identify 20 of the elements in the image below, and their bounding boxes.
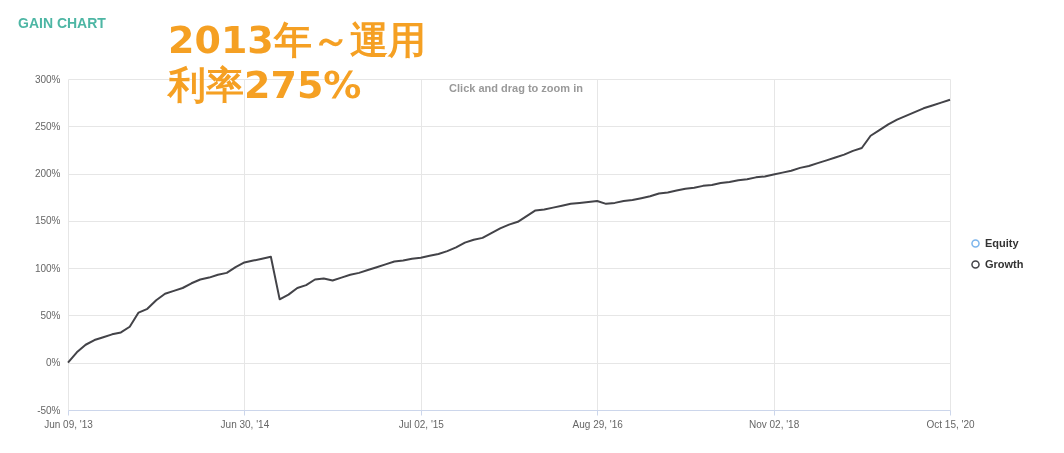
chart-title: GAIN CHART [18, 15, 107, 31]
x-tick-label: Aug 29, '16 [572, 418, 624, 430]
y-tick-label: 300% [34, 73, 61, 85]
x-tick-label: Nov 02, '18 [748, 418, 800, 430]
y-tick-label: 200% [34, 168, 61, 180]
x-tick-label: Oct 15, '20 [926, 418, 975, 430]
x-tick-label: Jun 09, '13 [44, 418, 94, 430]
y-tick-label: -50% [37, 404, 61, 416]
y-tick-label: 100% [34, 262, 61, 274]
annotation: 利率275% [166, 63, 362, 107]
y-tick-label: 0% [46, 357, 61, 369]
x-tick-label: Jun 30, '14 [220, 418, 270, 430]
y-tick-label: 50% [40, 309, 61, 321]
text: 2013年～運用 [168, 18, 426, 62]
legend-label: Equity [985, 236, 1020, 249]
legend-label: Growth [985, 257, 1024, 270]
y-tick-label: 150% [34, 215, 61, 227]
x-tick-label: Jul 02, '15 [398, 418, 445, 430]
annotation: Click and drag to zoom in [449, 82, 584, 94]
y-tick-label: 250% [34, 120, 61, 132]
